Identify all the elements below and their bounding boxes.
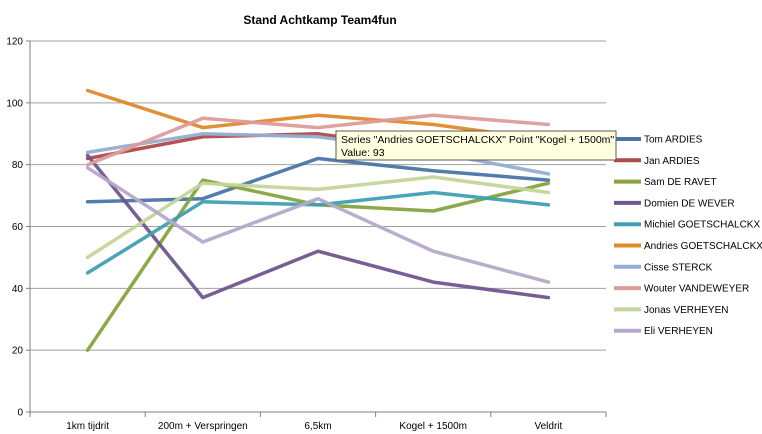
legend-label: Jan ARDIES (644, 156, 700, 167)
legend-label: Wouter VANDEWEYER (644, 284, 749, 295)
series-group (85, 88, 551, 352)
series-line (85, 190, 551, 275)
tooltip-line-1: Series "Andries GOETSCHALCKX" Point "Kog… (341, 134, 614, 146)
x-tick-label: 200m + Verspringen (158, 421, 248, 432)
y-tick-label: 120 (6, 37, 23, 48)
y-tick-label: 20 (12, 346, 24, 357)
series-line (85, 156, 551, 204)
chart-title: Stand Achtkamp Team4fun (243, 13, 396, 27)
series-line (85, 166, 551, 284)
series-line (85, 88, 551, 142)
y-tick-label: 60 (12, 222, 24, 233)
series-line (85, 175, 551, 260)
y-axis-ticks: 0 20 40 60 80 100 120 (6, 37, 23, 419)
y-tick-label: 40 (12, 284, 24, 295)
tooltip-line-2: Value: 93 (341, 147, 385, 159)
y-tick-label: 80 (12, 160, 24, 171)
legend-label: Domien DE WEVER (644, 198, 735, 209)
y-tick-label: 0 (17, 408, 23, 419)
legend-label: Tom ARDIES (644, 135, 703, 146)
data-tooltip: Series "Andries GOETSCHALCKX" Point "Kog… (335, 130, 617, 161)
legend: Tom ARDIES Jan ARDIES Sam DE RAVET Domien D… (614, 135, 762, 337)
legend-label: Eli VERHEYEN (644, 326, 713, 337)
series-line (85, 113, 551, 167)
legend-label: Cisse STERCK (644, 262, 713, 273)
legend-label: Jonas VERHEYEN (644, 305, 728, 316)
x-axis-ticks: 1km tijdrit 200m + Verspringen 6,5km Kogel … (66, 421, 562, 432)
y-tick-label: 100 (6, 98, 23, 109)
legend-label: Michiel GOETSCHALCKX (644, 220, 760, 231)
x-tick-label: Kogel + 1500m (399, 421, 467, 432)
tooltip-box (335, 130, 617, 161)
series-line (85, 153, 551, 300)
x-tick-label: 6,5km (304, 421, 331, 432)
legend-label: Andries GOETSCHALCKX (644, 241, 762, 252)
x-tick-label: 1km tijdrit (66, 421, 109, 432)
x-tick-label: Veldrit (535, 421, 563, 432)
legend-label: Sam DE RAVET (644, 177, 717, 188)
